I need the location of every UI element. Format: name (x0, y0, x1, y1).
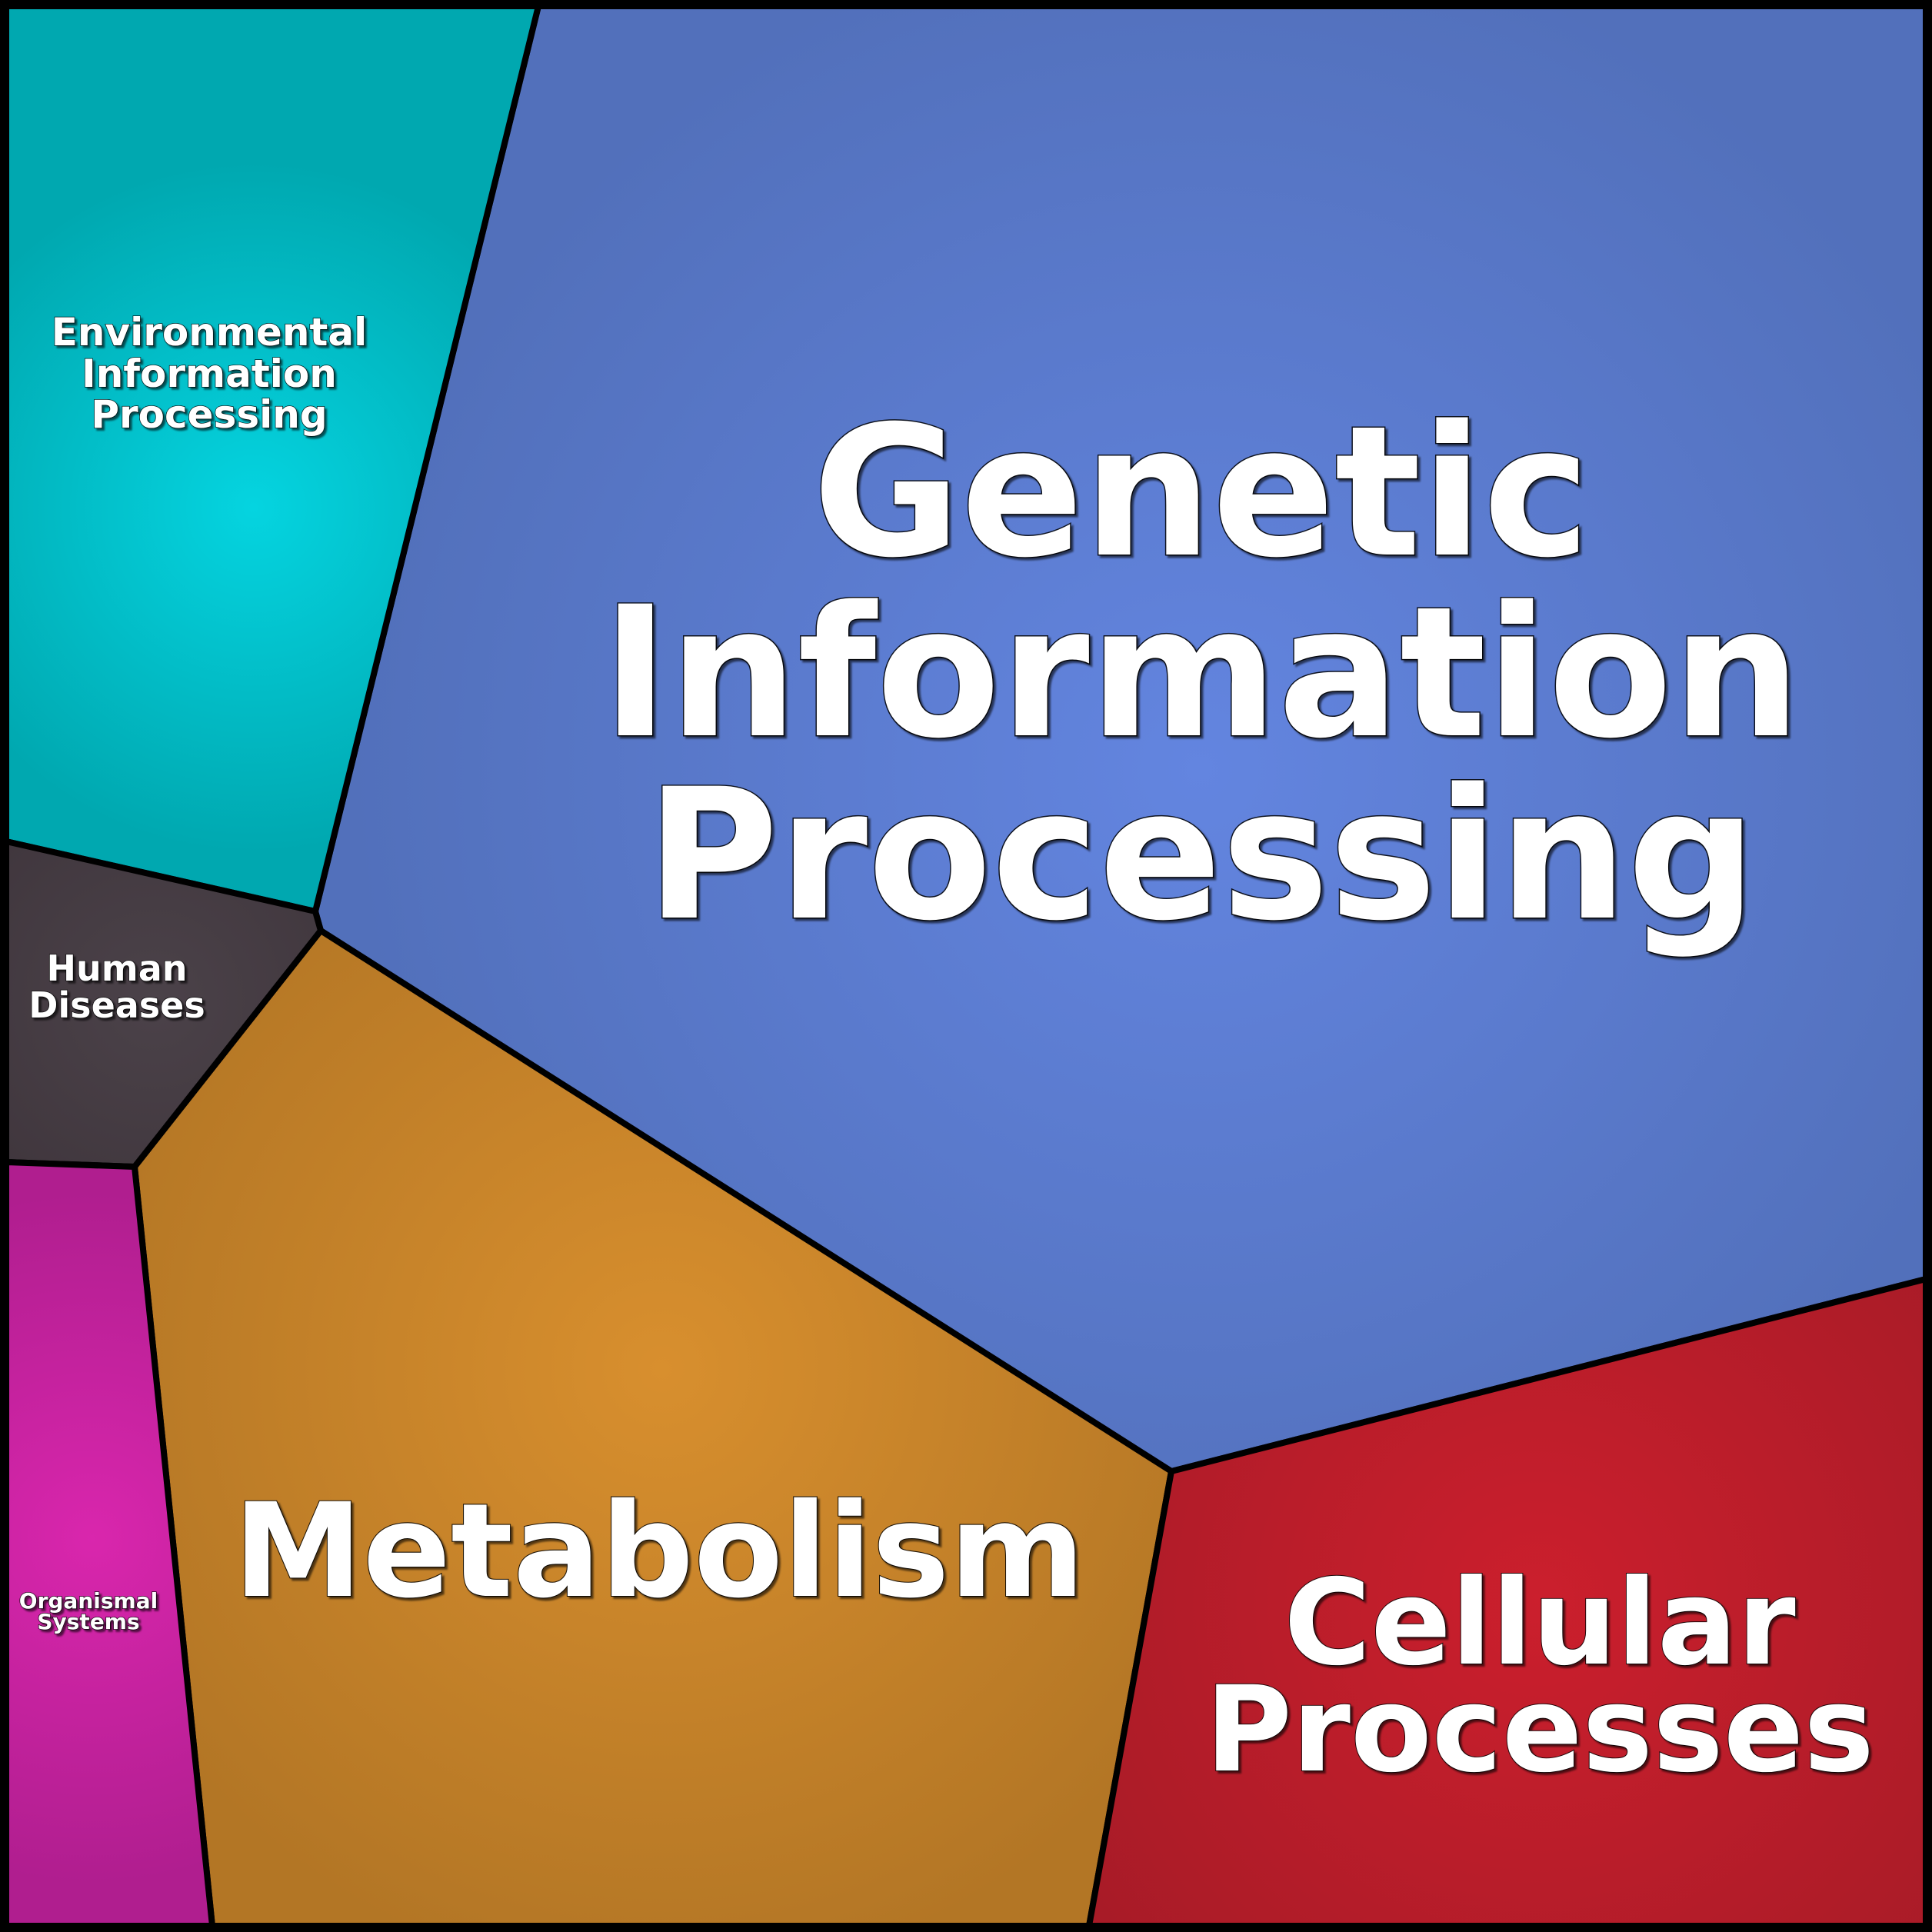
cell-label-metabolism: Metabolism (233, 1475, 1084, 1627)
cell-label-genetic: Information (601, 568, 1800, 778)
cell-label-cellular: Cellular (1284, 1554, 1795, 1692)
cell-label-organismal: Systems (37, 1609, 139, 1634)
cell-label-human: Diseases (28, 984, 205, 1026)
cell-label-environmental: Information (82, 351, 337, 396)
cell-label-genetic: Genetic (812, 388, 1590, 598)
cell-label-genetic: Processing (646, 751, 1757, 961)
cell-label-cellular: Processes (1205, 1661, 1874, 1799)
cell-label-human: Human (47, 948, 188, 989)
cell-label-environmental: Environmental (52, 310, 367, 355)
cell-label-organismal: Organismal (19, 1588, 158, 1614)
cell-label-environmental: Processing (91, 392, 327, 437)
